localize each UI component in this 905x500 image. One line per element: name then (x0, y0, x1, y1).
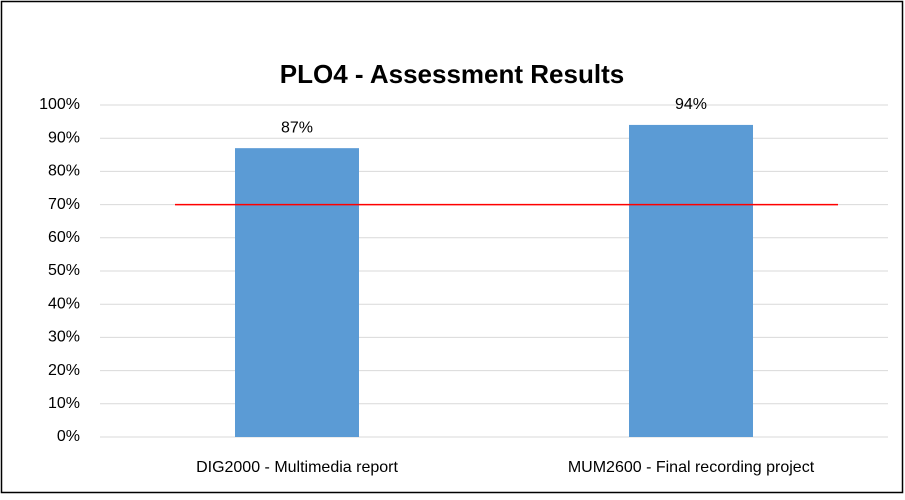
y-tick-label: 0% (57, 428, 80, 445)
y-tick-label: 10% (48, 395, 80, 412)
y-tick-label: 90% (48, 129, 80, 146)
y-tick-label: 70% (48, 196, 80, 213)
y-tick-label: 40% (48, 295, 80, 312)
x-tick-label: MUM2600 - Final recording project (568, 459, 815, 476)
data-label: 87% (281, 119, 313, 136)
bar (629, 124, 753, 438)
y-tick-label: 30% (48, 329, 80, 346)
y-tick-label: 100% (39, 96, 80, 113)
y-tick-label: 20% (48, 362, 80, 379)
y-tick-label: 50% (48, 262, 80, 279)
y-tick-label: 60% (48, 229, 80, 246)
data-label: 94% (675, 96, 707, 113)
y-tick-label: 80% (48, 163, 80, 180)
bar (235, 148, 359, 437)
x-tick-label: DIG2000 - Multimedia report (196, 459, 398, 476)
chart-title: PLO4 - Assessment Results (280, 59, 624, 89)
